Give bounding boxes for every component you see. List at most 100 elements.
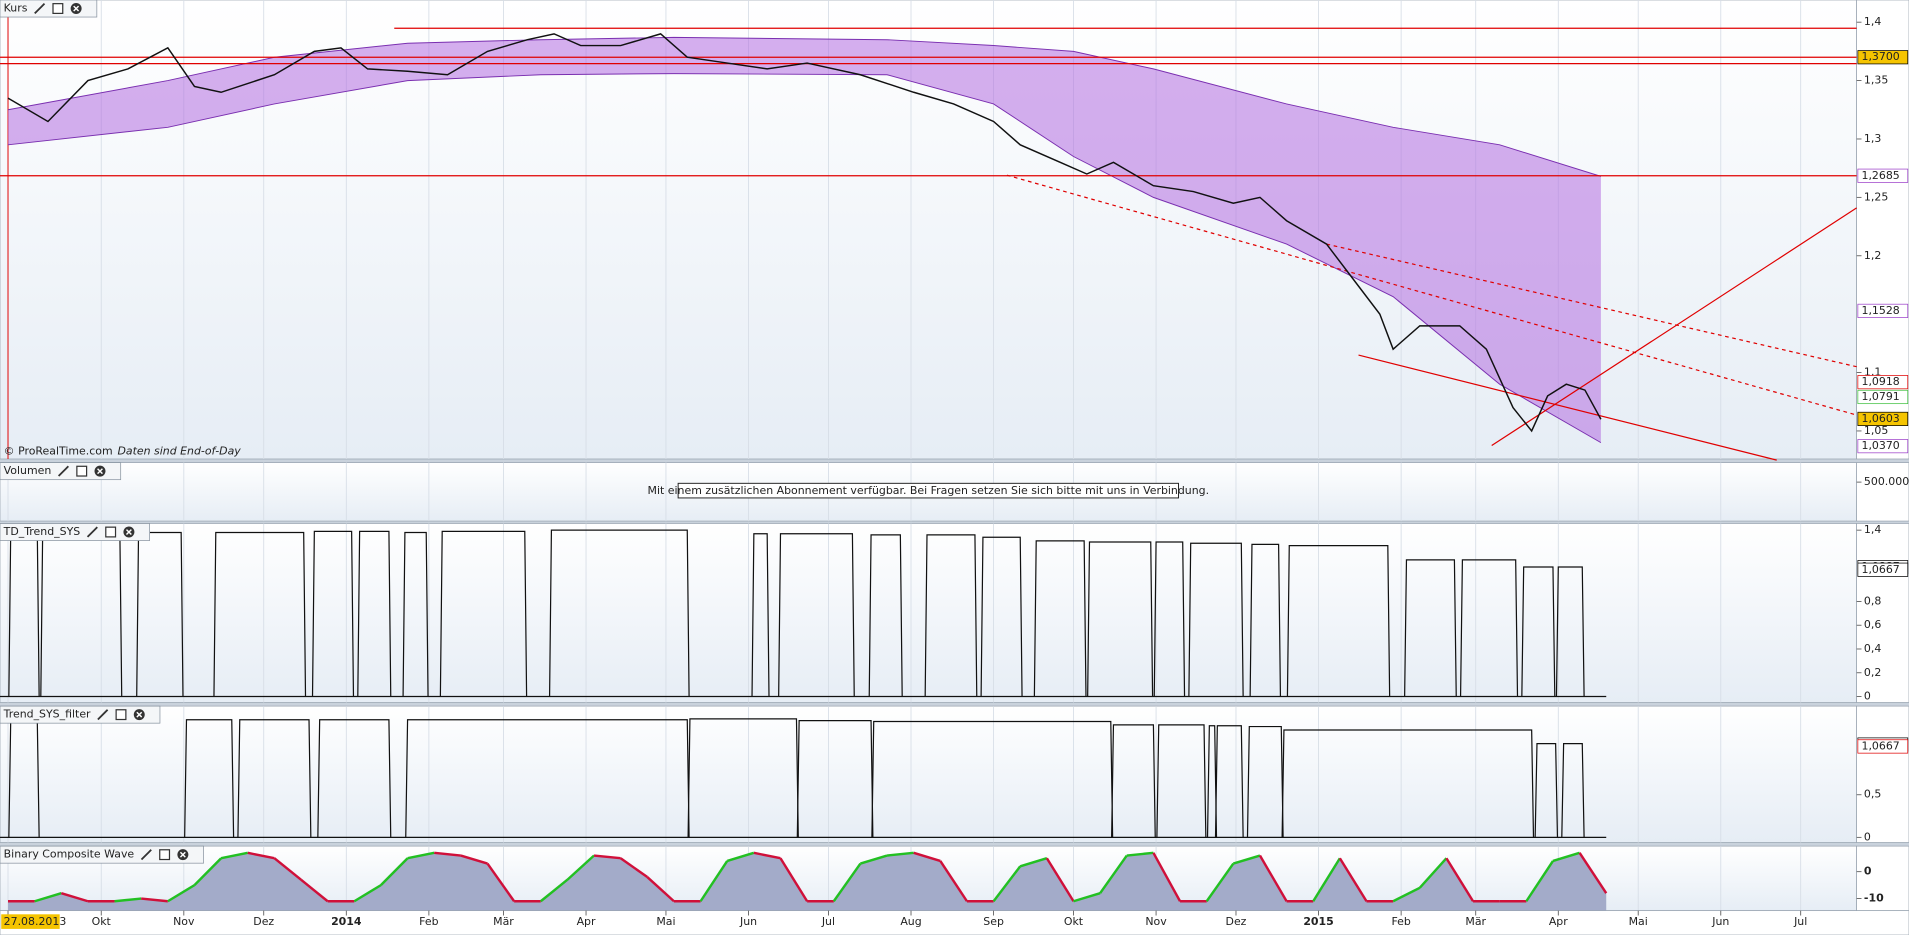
y-tick-label: 0,2 bbox=[1864, 666, 1881, 679]
signal-pulse bbox=[1286, 544, 1391, 697]
wave-segment bbox=[886, 851, 914, 857]
panel-title: Kurs bbox=[4, 2, 28, 15]
price-label-box bbox=[1857, 439, 1909, 454]
y-tick-label: 500.000 bbox=[1864, 475, 1909, 488]
signal-pulse bbox=[1534, 743, 1559, 838]
wave-segment bbox=[832, 862, 862, 902]
y-tick-label: 0,4 bbox=[1864, 642, 1881, 655]
x-tick-label: Nov bbox=[1145, 915, 1167, 928]
wave-segment bbox=[380, 857, 409, 886]
signal-pulse bbox=[1087, 541, 1154, 697]
x-tick-label: Jun bbox=[1711, 915, 1729, 928]
wave-segment bbox=[434, 851, 461, 857]
wave-segment bbox=[353, 884, 382, 903]
x-tick-label: Mär bbox=[493, 915, 514, 928]
wrench-icon bbox=[140, 849, 152, 861]
wave-segment bbox=[220, 851, 248, 860]
wave-area bbox=[8, 852, 1607, 911]
signal-pulse bbox=[1249, 543, 1282, 697]
price-label-box bbox=[1857, 389, 1909, 405]
signal-pulse bbox=[184, 719, 235, 838]
wave-segment bbox=[1445, 857, 1475, 902]
price-label-box bbox=[1857, 562, 1909, 577]
y-tick-label: 1,4 bbox=[1864, 523, 1881, 536]
price-label-box bbox=[1857, 739, 1909, 754]
window-icon bbox=[52, 3, 64, 15]
y-tick-label: 1,2 bbox=[1864, 249, 1881, 262]
wave-segment bbox=[779, 857, 809, 902]
wave-segment bbox=[460, 854, 488, 865]
wave-segment bbox=[860, 854, 888, 865]
signal-pulse bbox=[439, 530, 528, 697]
window-icon bbox=[115, 709, 127, 721]
y-tick-label: 0 bbox=[1864, 690, 1871, 703]
price-label-box bbox=[1857, 303, 1909, 318]
wave-segment bbox=[1312, 857, 1341, 902]
close-x bbox=[73, 5, 80, 12]
wrench-icon bbox=[97, 709, 109, 721]
x-tick-label: 2015 bbox=[1303, 915, 1333, 928]
wave-segment bbox=[726, 851, 755, 863]
price-label: 1,0603 bbox=[1861, 412, 1899, 425]
wave-segment bbox=[1392, 886, 1421, 903]
wave-segment bbox=[486, 862, 516, 902]
panel-header: Volumen bbox=[0, 462, 122, 481]
window-icon bbox=[159, 849, 171, 861]
wave-segment bbox=[60, 892, 89, 903]
wave-segment bbox=[247, 851, 275, 860]
trend-line bbox=[1491, 207, 1857, 447]
price-label-box bbox=[1857, 375, 1909, 390]
signal-pulse bbox=[136, 531, 184, 697]
start-date-box bbox=[1, 914, 60, 929]
header-box bbox=[0, 462, 122, 481]
signal-pulse bbox=[1188, 542, 1244, 697]
x-tick-label: Aug bbox=[900, 915, 921, 928]
panel-bg bbox=[0, 705, 1857, 843]
x-tick-label: Mai bbox=[656, 915, 675, 928]
signal-pulse bbox=[924, 534, 978, 697]
message: Mit einem zusätzlichen Abonnement verfüg… bbox=[648, 484, 1210, 497]
x-tick-label: Okt bbox=[92, 915, 112, 928]
wave-segment bbox=[114, 897, 142, 903]
signal-pulse bbox=[751, 533, 770, 697]
signal-pulse bbox=[980, 536, 1023, 697]
signal-pulse bbox=[1246, 725, 1284, 838]
signal-pulse bbox=[311, 530, 355, 697]
signal-pulse bbox=[548, 529, 690, 697]
message-box bbox=[677, 482, 1179, 499]
panel-header: Kurs bbox=[0, 0, 98, 18]
x-tick-label: 27.08.2013 bbox=[4, 915, 67, 928]
band-edge bbox=[7, 36, 1602, 177]
wave-segment bbox=[1045, 857, 1075, 902]
wave-segment bbox=[141, 897, 168, 903]
x-tick-label: Jul bbox=[821, 915, 835, 928]
x-tick-label: Apr bbox=[577, 915, 596, 928]
signal-pulse bbox=[868, 534, 903, 697]
wave-segment bbox=[992, 865, 1022, 902]
y-tick-label: 0,6 bbox=[1864, 618, 1881, 631]
trend-line bbox=[1006, 174, 1857, 416]
y-tick-label: 0 bbox=[1864, 830, 1871, 843]
x-tick-label: Jun bbox=[739, 915, 757, 928]
wave-segment bbox=[34, 892, 62, 903]
panel-header: Trend_SYS_filter bbox=[0, 705, 161, 724]
panel-bg bbox=[0, 523, 1857, 703]
wave-segment bbox=[593, 854, 621, 860]
wave-segment bbox=[300, 878, 329, 903]
note: Daten sind End-of-Day bbox=[117, 445, 241, 458]
wave-segment bbox=[699, 860, 729, 902]
signal-pulse bbox=[796, 719, 874, 838]
close-x bbox=[179, 851, 186, 858]
wave-segment bbox=[193, 857, 222, 886]
panel-header: TD_Trend_SYS bbox=[0, 523, 150, 541]
close-x bbox=[97, 468, 103, 475]
price-label: 1,0918 bbox=[1861, 375, 1899, 388]
window-icon bbox=[76, 465, 88, 477]
signal-pulse bbox=[1111, 724, 1156, 838]
wave-segment bbox=[1126, 851, 1154, 857]
wave-segment bbox=[753, 851, 781, 860]
wave-segment bbox=[1073, 892, 1101, 903]
price-label: 1,0667 bbox=[1861, 739, 1899, 752]
header-box bbox=[0, 845, 204, 864]
